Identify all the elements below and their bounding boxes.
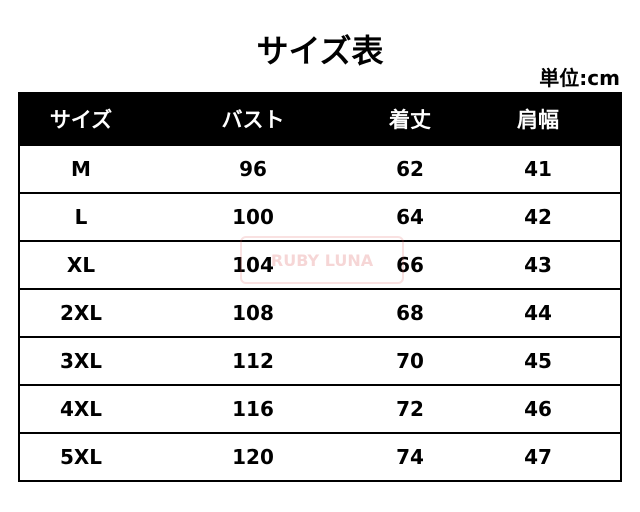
cell-length: 72 bbox=[396, 397, 424, 421]
cell-size: 5XL bbox=[59, 445, 103, 469]
page-title: サイズ表 bbox=[256, 32, 384, 70]
cell-shoulder: 44 bbox=[524, 301, 552, 325]
table-row: 5XL 120 74 47 bbox=[20, 432, 620, 480]
cell-shoulder: 41 bbox=[524, 157, 552, 181]
cell-length: 66 bbox=[396, 253, 424, 277]
cell-bust: 108 bbox=[232, 301, 274, 325]
cell-shoulder: 47 bbox=[524, 445, 552, 469]
cell-shoulder: 43 bbox=[524, 253, 552, 277]
cell-length: 62 bbox=[396, 157, 424, 181]
unit-label: 単位:cm bbox=[539, 66, 620, 90]
table-row: 4XL 116 72 46 bbox=[20, 384, 620, 432]
cell-bust: 112 bbox=[232, 349, 274, 373]
table-header: サイズ バスト 着丈 肩幅 bbox=[20, 94, 620, 144]
cell-bust: 96 bbox=[239, 157, 267, 181]
cell-length: 64 bbox=[396, 205, 424, 229]
header-shoulder: 肩幅 bbox=[517, 108, 559, 132]
cell-shoulder: 46 bbox=[524, 397, 552, 421]
table-row: 2XL 108 68 44 bbox=[20, 288, 620, 336]
cell-bust: 116 bbox=[232, 397, 274, 421]
cell-size: XL bbox=[66, 253, 96, 277]
cell-length: 74 bbox=[396, 445, 424, 469]
table-row: XL 104 66 43 bbox=[20, 240, 620, 288]
table-row: 3XL 112 70 45 bbox=[20, 336, 620, 384]
cell-size: L bbox=[74, 205, 88, 229]
header-bust: バスト bbox=[221, 108, 285, 132]
cell-size: M bbox=[71, 157, 91, 181]
cell-shoulder: 45 bbox=[524, 349, 552, 373]
table-row: M 96 62 41 bbox=[20, 144, 620, 192]
cell-size: 2XL bbox=[59, 301, 103, 325]
table-row: L 100 64 42 bbox=[20, 192, 620, 240]
cell-shoulder: 42 bbox=[524, 205, 552, 229]
cell-bust: 120 bbox=[232, 445, 274, 469]
cell-size: 3XL bbox=[59, 349, 103, 373]
cell-bust: 100 bbox=[232, 205, 274, 229]
cell-bust: 104 bbox=[232, 253, 274, 277]
cell-size: 4XL bbox=[59, 397, 103, 421]
header-length: 着丈 bbox=[389, 108, 431, 132]
cell-length: 68 bbox=[396, 301, 424, 325]
cell-length: 70 bbox=[396, 349, 424, 373]
header-size: サイズ bbox=[49, 108, 113, 132]
size-table: サイズ バスト 着丈 肩幅 M 96 62 41 L 100 64 42 XL 104 66 43 2X… bbox=[18, 92, 622, 482]
